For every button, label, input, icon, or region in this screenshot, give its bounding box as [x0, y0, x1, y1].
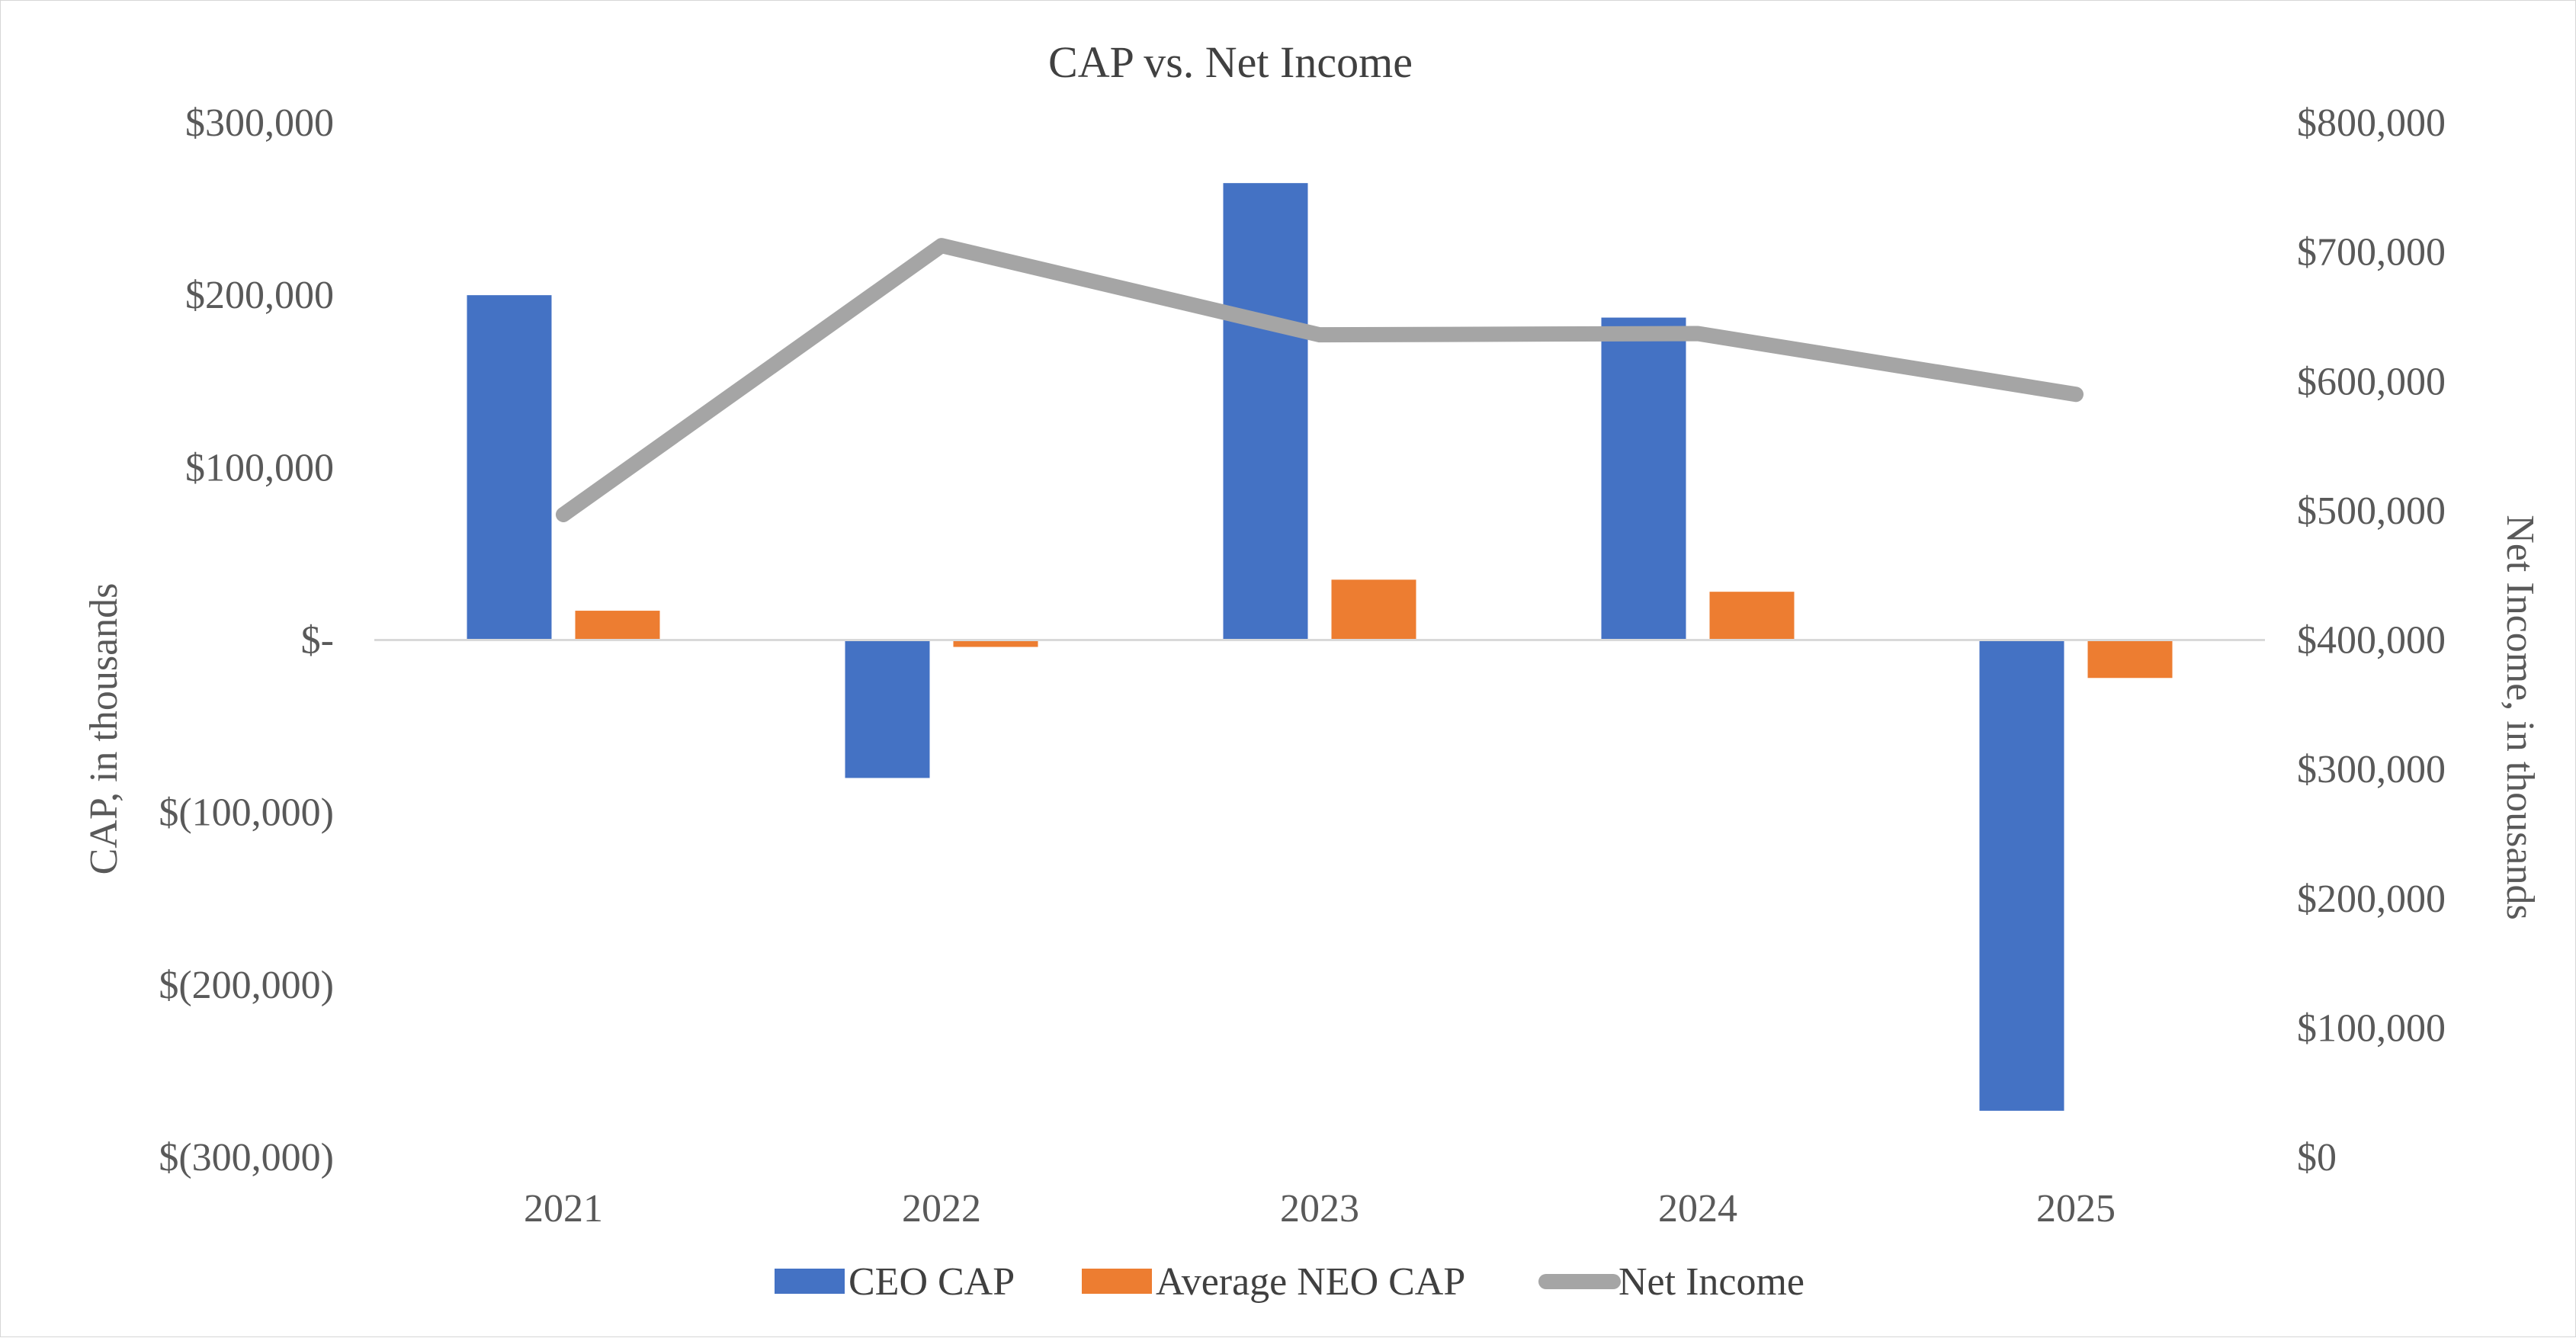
left-tick-label: $-	[301, 619, 334, 663]
legend-label-net-income: Net Income	[1618, 1260, 1804, 1304]
x-tick-label: 2024	[1658, 1187, 1737, 1231]
bar-ceo-cap-2022[interactable]	[845, 640, 930, 778]
right-tick-label: $500,000	[2297, 489, 2446, 533]
bar-average-neo-cap-2022[interactable]	[953, 640, 1038, 647]
legend-label-average-neo-cap: Average NEO CAP	[1156, 1260, 1465, 1304]
x-tick-label: 2023	[1280, 1187, 1359, 1231]
right-tick-label: $800,000	[2297, 101, 2446, 145]
chart-title: CAP vs. Net Income	[1048, 37, 1413, 87]
x-tick-label: 2025	[2036, 1187, 2116, 1231]
legend-item-ceo-cap[interactable]: CEO CAP	[775, 1260, 1015, 1304]
x-tick-label: 2021	[524, 1187, 603, 1231]
left-tick-label: $(100,000)	[159, 791, 334, 835]
right-tick-label: $400,000	[2297, 619, 2446, 663]
bar-average-neo-cap-2025[interactable]	[2087, 640, 2173, 679]
left-tick-label: $(200,000)	[159, 964, 334, 1007]
legend-label-ceo-cap: CEO CAP	[849, 1260, 1015, 1304]
bar-ceo-cap-2021[interactable]	[467, 295, 552, 640]
right-tick-label: $300,000	[2297, 748, 2446, 791]
bar-average-neo-cap-2024[interactable]	[1709, 592, 1795, 640]
legend-swatch-ceo-cap	[775, 1269, 845, 1294]
bar-ceo-cap-2023[interactable]	[1223, 183, 1308, 640]
right-tick-label: $600,000	[2297, 360, 2446, 403]
left-tick-label: $(300,000)	[159, 1136, 334, 1179]
bar-ceo-cap-2024[interactable]	[1601, 317, 1686, 640]
legend-item-net-income[interactable]: Net Income	[1538, 1260, 1804, 1304]
x-tick-label: 2022	[902, 1187, 981, 1231]
right-tick-label: $700,000	[2297, 231, 2446, 274]
left-tick-label: $200,000	[185, 274, 334, 317]
bar-series	[467, 183, 2173, 1111]
line-series	[556, 238, 2084, 522]
legend-swatch-average-neo-cap	[1082, 1269, 1152, 1294]
right-tick-label: $0	[2297, 1136, 2337, 1179]
left-tick-label: $100,000	[185, 446, 334, 489]
line-net-income[interactable]	[556, 238, 2084, 522]
bar-average-neo-cap-2023[interactable]	[1331, 579, 1416, 640]
right-axis-title: Net Income, in thousands	[2498, 515, 2542, 919]
legend: CEO CAP Average NEO CAP Net Income	[775, 1260, 1804, 1304]
left-axis-title: CAP, in thousands	[82, 583, 126, 875]
bar-average-neo-cap-2021[interactable]	[575, 611, 660, 640]
bar-ceo-cap-2025[interactable]	[1979, 640, 2064, 1111]
right-tick-label: $200,000	[2297, 878, 2446, 921]
legend-item-average-neo-cap[interactable]: Average NEO CAP	[1082, 1260, 1465, 1304]
left-tick-label: $300,000	[185, 101, 334, 145]
right-tick-label: $100,000	[2297, 1006, 2446, 1050]
x-axis-ticks: 2021 2022 2023 2024 2025	[524, 1187, 2116, 1231]
right-axis-ticks: $800,000 $700,000 $600,000 $500,000 $400,000…	[2297, 101, 2446, 1179]
left-axis-ticks: $300,000 $200,000 $100,000 $- $(100,000) $(20…	[159, 101, 334, 1179]
